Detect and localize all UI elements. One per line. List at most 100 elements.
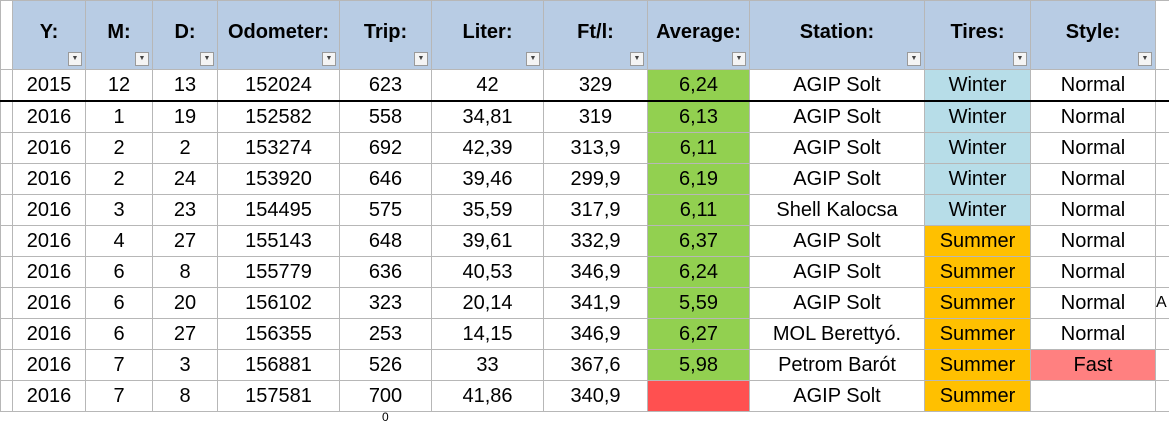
cell-trip[interactable]: 700 xyxy=(340,381,432,412)
column-header-ftl[interactable]: Ft/l:▼ xyxy=(544,1,648,70)
cell-tires[interactable]: Winter xyxy=(925,101,1031,133)
cell-trip[interactable]: 526 xyxy=(340,350,432,381)
cell-m[interactable]: 6 xyxy=(86,288,153,319)
cell-tires[interactable]: Summer xyxy=(925,257,1031,288)
cell-average[interactable]: 6,24 xyxy=(648,70,750,102)
cell-ftl[interactable]: 317,9 xyxy=(544,195,648,226)
cell-d[interactable]: 2 xyxy=(153,133,218,164)
cell-station[interactable]: AGIP Solt xyxy=(750,101,925,133)
column-header-style[interactable]: Style:▼ xyxy=(1031,1,1156,70)
cell-m[interactable]: 2 xyxy=(86,164,153,195)
cell-d[interactable]: 8 xyxy=(153,381,218,412)
cell-liter[interactable]: 41,86 xyxy=(432,381,544,412)
cell-station[interactable]: AGIP Solt xyxy=(750,133,925,164)
cell-average[interactable]: 6,27 xyxy=(648,319,750,350)
cell-station[interactable]: Petrom Barót xyxy=(750,350,925,381)
cell-style[interactable] xyxy=(1031,381,1156,412)
cell-average[interactable]: 6,24 xyxy=(648,257,750,288)
cell-m[interactable]: 2 xyxy=(86,133,153,164)
cell-tires[interactable]: Winter xyxy=(925,133,1031,164)
cell-style[interactable]: Fast xyxy=(1031,350,1156,381)
cell-odometer[interactable]: 157581 xyxy=(218,381,340,412)
cell-average[interactable]: 5,98 xyxy=(648,350,750,381)
cell-station[interactable]: AGIP Solt xyxy=(750,288,925,319)
cell-odometer[interactable]: 152582 xyxy=(218,101,340,133)
cell-style[interactable]: Normal xyxy=(1031,319,1156,350)
cell-station[interactable]: Shell Kalocsa xyxy=(750,195,925,226)
cell-tires[interactable]: Winter xyxy=(925,195,1031,226)
cell-d[interactable]: 20 xyxy=(153,288,218,319)
cell-tires[interactable]: Winter xyxy=(925,164,1031,195)
cell-style[interactable]: Normal xyxy=(1031,195,1156,226)
cell-style[interactable]: Normal xyxy=(1031,70,1156,102)
cell-trip[interactable]: 575 xyxy=(340,195,432,226)
cell-y[interactable]: 2016 xyxy=(13,164,86,195)
cell-d[interactable]: 24 xyxy=(153,164,218,195)
chevron-down-icon[interactable]: ▼ xyxy=(1138,52,1152,66)
cell-tires[interactable]: Summer xyxy=(925,288,1031,319)
cell-ftl[interactable]: 332,9 xyxy=(544,226,648,257)
cell-odometer[interactable]: 155143 xyxy=(218,226,340,257)
chevron-down-icon[interactable]: ▼ xyxy=(68,52,82,66)
cell-m[interactable]: 4 xyxy=(86,226,153,257)
cell-ftl[interactable]: 340,9 xyxy=(544,381,648,412)
column-header-tires[interactable]: Tires:▼ xyxy=(925,1,1031,70)
cell-liter[interactable]: 42 xyxy=(432,70,544,102)
cell-odometer[interactable]: 152024 xyxy=(218,70,340,102)
chevron-down-icon[interactable]: ▼ xyxy=(907,52,921,66)
cell-ftl[interactable]: 341,9 xyxy=(544,288,648,319)
cell-y[interactable]: 2016 xyxy=(13,101,86,133)
cell-liter[interactable]: 42,39 xyxy=(432,133,544,164)
cell-m[interactable]: 6 xyxy=(86,257,153,288)
chevron-down-icon[interactable]: ▼ xyxy=(200,52,214,66)
cell-trip[interactable]: 323 xyxy=(340,288,432,319)
cell-average[interactable]: 5,59 xyxy=(648,288,750,319)
cell-average[interactable]: 6,37 xyxy=(648,226,750,257)
cell-m[interactable]: 12 xyxy=(86,70,153,102)
cell-style[interactable]: Normal xyxy=(1031,288,1156,319)
chevron-down-icon[interactable]: ▼ xyxy=(732,52,746,66)
cell-average[interactable]: 6,19 xyxy=(648,164,750,195)
cell-trip[interactable]: 648 xyxy=(340,226,432,257)
cell-station[interactable]: AGIP Solt xyxy=(750,257,925,288)
cell-ftl[interactable]: 299,9 xyxy=(544,164,648,195)
cell-trip[interactable]: 558 xyxy=(340,101,432,133)
cell-station[interactable]: AGIP Solt xyxy=(750,164,925,195)
chevron-down-icon[interactable]: ▼ xyxy=(414,52,428,66)
cell-station[interactable]: MOL Berettyó. xyxy=(750,319,925,350)
cell-odometer[interactable]: 153920 xyxy=(218,164,340,195)
cell-y[interactable]: 2016 xyxy=(13,133,86,164)
cell-ftl[interactable]: 329 xyxy=(544,70,648,102)
chevron-down-icon[interactable]: ▼ xyxy=(526,52,540,66)
cell-liter[interactable]: 34,81 xyxy=(432,101,544,133)
cell-tires[interactable]: Summer xyxy=(925,350,1031,381)
cell-m[interactable]: 7 xyxy=(86,381,153,412)
cell-liter[interactable]: 39,61 xyxy=(432,226,544,257)
cell-odometer[interactable]: 156102 xyxy=(218,288,340,319)
cell-ftl[interactable]: 319 xyxy=(544,101,648,133)
cell-liter[interactable]: 40,53 xyxy=(432,257,544,288)
cell-d[interactable]: 19 xyxy=(153,101,218,133)
cell-m[interactable]: 3 xyxy=(86,195,153,226)
cell-liter[interactable]: 14,15 xyxy=(432,319,544,350)
cell-tires[interactable]: Winter xyxy=(925,70,1031,102)
cell-ftl[interactable]: 346,9 xyxy=(544,257,648,288)
cell-style[interactable]: Normal xyxy=(1031,226,1156,257)
cell-d[interactable]: 8 xyxy=(153,257,218,288)
cell-style[interactable]: Normal xyxy=(1031,257,1156,288)
chevron-down-icon[interactable]: ▼ xyxy=(1013,52,1027,66)
column-header-average[interactable]: Average:▼ xyxy=(648,1,750,70)
cell-d[interactable]: 23 xyxy=(153,195,218,226)
cell-d[interactable]: 27 xyxy=(153,319,218,350)
cell-trip[interactable]: 253 xyxy=(340,319,432,350)
cell-y[interactable]: 2016 xyxy=(13,195,86,226)
cell-m[interactable]: 7 xyxy=(86,350,153,381)
cell-y[interactable]: 2016 xyxy=(13,381,86,412)
cell-liter[interactable]: 35,59 xyxy=(432,195,544,226)
cell-m[interactable]: 6 xyxy=(86,319,153,350)
cell-trip[interactable]: 636 xyxy=(340,257,432,288)
cell-liter[interactable]: 20,14 xyxy=(432,288,544,319)
cell-average[interactable]: 6,11 xyxy=(648,133,750,164)
column-header-d[interactable]: D:▼ xyxy=(153,1,218,70)
cell-style[interactable]: Normal xyxy=(1031,133,1156,164)
